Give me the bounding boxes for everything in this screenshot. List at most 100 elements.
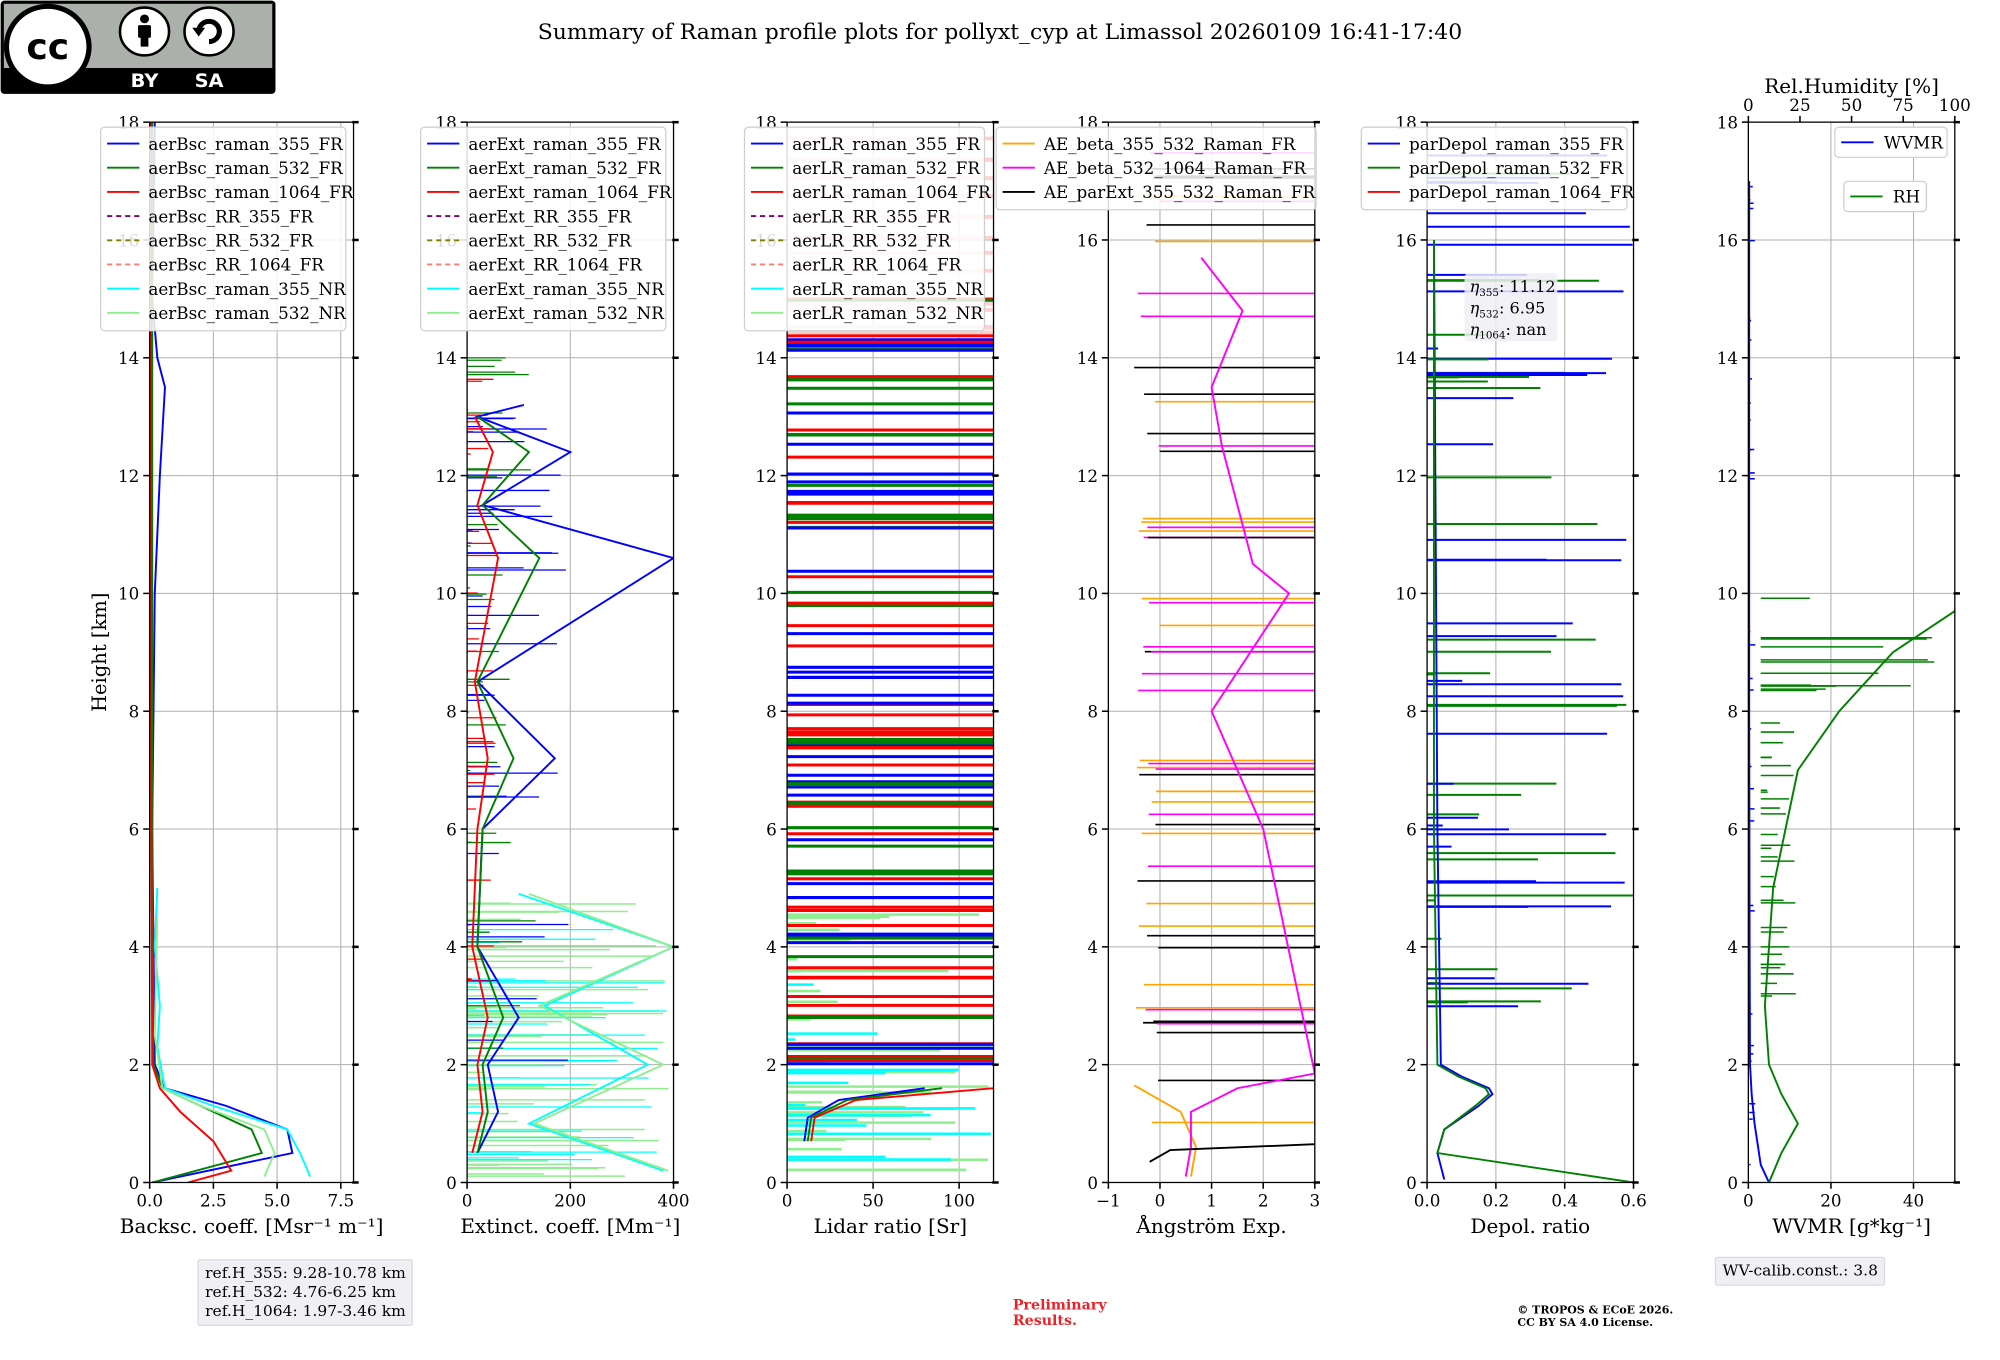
legend-label: aerLR_RR_1064_FR: [792, 256, 962, 275]
legend-label: parDepol_raman_532_FR: [1409, 159, 1624, 178]
legend-label: aerExt_RR_532_FR: [468, 232, 632, 251]
series-line-WVMR: [1748, 181, 1770, 1183]
y-tick-label: 6: [1406, 821, 1417, 840]
legend: aerBsc_raman_355_FR aerBsc_raman_532_FRae…: [99, 126, 354, 332]
legend-label: aerBsc_raman_1064_FR: [148, 183, 354, 202]
x-tick-label: 0.0: [136, 1192, 163, 1211]
top-x-tick-label: 100: [1939, 96, 1971, 115]
wv-calib-box: WV-calib.const.: 3.8: [1714, 1256, 1886, 1286]
plot-area: [149, 122, 312, 1183]
wv-calib-text: WV-calib.const.: 3.8: [1722, 1261, 1878, 1280]
legend-label: aerBsc_raman_355_FR: [148, 135, 343, 154]
x-tick-label: 50: [862, 1192, 883, 1211]
series-line-aerExt_raman_532_FR: [476, 415, 541, 1154]
legend-label: aerLR_RR_532_FR: [792, 232, 951, 251]
y-tick-label: 0: [1727, 1174, 1738, 1193]
series-line-AE_beta_355_532_Raman_FR: [1133, 1084, 1198, 1177]
legend-label: aerBsc_raman_532_FR: [148, 159, 343, 178]
legend: aerExt_raman_355_FR aerExt_raman_532_FRae…: [419, 126, 672, 332]
axes-frame: [466, 121, 675, 1184]
ref-height-355: ref.H_355: 9.28-10.78 km: [205, 1264, 406, 1282]
x-tick-label: 0.2: [1483, 1192, 1510, 1211]
top-x-tick-label: 0: [1743, 96, 1754, 115]
y-tick-label: 4: [129, 938, 140, 957]
series-line-aerExt_raman_1064_FR: [471, 416, 500, 1154]
legend-label: aerExt_RR_355_FR: [468, 208, 632, 227]
cc-logo-text: cc: [26, 28, 69, 68]
plot-area: [1748, 180, 1955, 1183]
legend-label: aerLR_raman_532_FR: [792, 159, 980, 178]
legend-label: parDepol_raman_355_FR: [1409, 135, 1624, 154]
legend-label: parDepol_raman_1064_FR: [1409, 183, 1635, 202]
figure-title: Summary of Raman profile plots for polly…: [537, 20, 1463, 46]
y-tick-label: 0: [1087, 1174, 1098, 1193]
legend-label: aerExt_raman_355_NR: [468, 280, 664, 299]
annotation-eta-532: η532: 6.95: [1470, 299, 1546, 321]
y-tick-label: 2: [1087, 1056, 1098, 1075]
legend-label: RH: [1893, 188, 1920, 207]
chart-panel-6: 0 2 4 6 8 10 12 14 16 18 0 20 40 WVMR [g*kg⁻¹] 0 25 50 75…: [1717, 75, 1971, 1237]
legend-label: aerBsc_raman_532_NR: [148, 304, 346, 323]
legend-label: aerExt_raman_532_FR: [468, 159, 661, 178]
x-tick-label: 0.0: [1414, 1192, 1441, 1211]
y-tick-label: 10: [1717, 585, 1738, 604]
axes-frame: [1107, 121, 1316, 1184]
series-line-AE_parExt_355_532_Raman_FR: [1149, 1143, 1315, 1163]
x-tick-label: 1: [1206, 1192, 1217, 1211]
y-tick-label: 16: [1717, 231, 1738, 250]
x-tick-label: 200: [554, 1192, 586, 1211]
x-axis-label: WVMR [g*kg⁻¹]: [1772, 1215, 1931, 1238]
top-x-axis-label: Rel.Humidity [%]: [1764, 75, 1939, 98]
legend-label: aerBsc_RR_1064_FR: [148, 256, 324, 275]
x-tick-label: 3: [1309, 1192, 1320, 1211]
legend: aerLR_raman_355_FR aerLR_raman_532_FR aerL…: [743, 126, 991, 332]
series-line-aerBsc_raman_355_NR: [153, 887, 312, 1177]
x-axis-label: Backsc. coeff. [Msr⁻¹ m⁻¹]: [120, 1215, 384, 1238]
x-tick-label: 20: [1820, 1192, 1841, 1211]
y-tick-label: 12: [435, 467, 456, 486]
x-tick-label: 7.5: [327, 1192, 354, 1211]
y-tick-label: 8: [766, 703, 777, 722]
x-axis-label: Extinct. coeff. [Mm⁻¹]: [460, 1215, 680, 1238]
copyright-note: © TROPOS & ECoE 2026. CC BY SA 4.0 Licen…: [1517, 1305, 1673, 1330]
legend-box: [419, 126, 667, 332]
axes-frame: [149, 121, 355, 1184]
y-tick-label: 16: [1395, 231, 1416, 250]
legend-label: aerExt_raman_532_NR: [468, 304, 664, 323]
y-tick-label: 8: [1087, 703, 1098, 722]
y-tick-label: 8: [1406, 703, 1417, 722]
x-tick-label: 2: [1258, 1192, 1269, 1211]
legend-rh: RH: [1843, 180, 1928, 213]
y-tick-label: 14: [1077, 349, 1098, 368]
x-axis-label: Depol. ratio: [1470, 1215, 1590, 1238]
series-line-parDepol_raman_532_FR: [1432, 239, 1634, 1183]
x-tick-label: −1: [1096, 1192, 1121, 1211]
share-alike-icon: [183, 6, 235, 57]
y-axis-label: Height [km]: [88, 593, 111, 712]
y-tick-label: 6: [129, 821, 140, 840]
x-axis-label: Lidar ratio [Sr]: [814, 1215, 967, 1238]
y-tick-label: 10: [435, 585, 456, 604]
x-tick-label: 0: [782, 1192, 793, 1211]
copyright-line-2: CC BY SA 4.0 License.: [1517, 1317, 1654, 1330]
legend-box: [1843, 180, 1928, 213]
legend-box: [99, 126, 347, 332]
series-line-aerLR_raman_355_FR: [803, 1087, 925, 1142]
legend-box: [995, 126, 1317, 211]
top-x-tick-label: 25: [1789, 96, 1810, 115]
y-tick-label: 10: [118, 585, 139, 604]
legend-label: aerExt_RR_1064_FR: [468, 256, 642, 275]
y-tick-label: 12: [118, 467, 139, 486]
y-tick-label: 2: [766, 1056, 777, 1075]
y-tick-label: 8: [129, 703, 140, 722]
x-tick-label: 40: [1903, 1192, 1924, 1211]
y-tick-label: 8: [1727, 703, 1738, 722]
series-line-aerExt_raman_532_NR: [528, 892, 674, 1172]
ref-heights-box: ref.H_355: 9.28-10.78 km ref.H_532: 4.76…: [197, 1259, 414, 1327]
copyright-line-1: © TROPOS & ECoE 2026.: [1517, 1304, 1674, 1318]
series-line-AE_beta_532_1064_Raman_FR: [1184, 257, 1315, 1177]
y-tick-label: 12: [1717, 467, 1738, 486]
y-tick-label: 2: [129, 1056, 140, 1075]
